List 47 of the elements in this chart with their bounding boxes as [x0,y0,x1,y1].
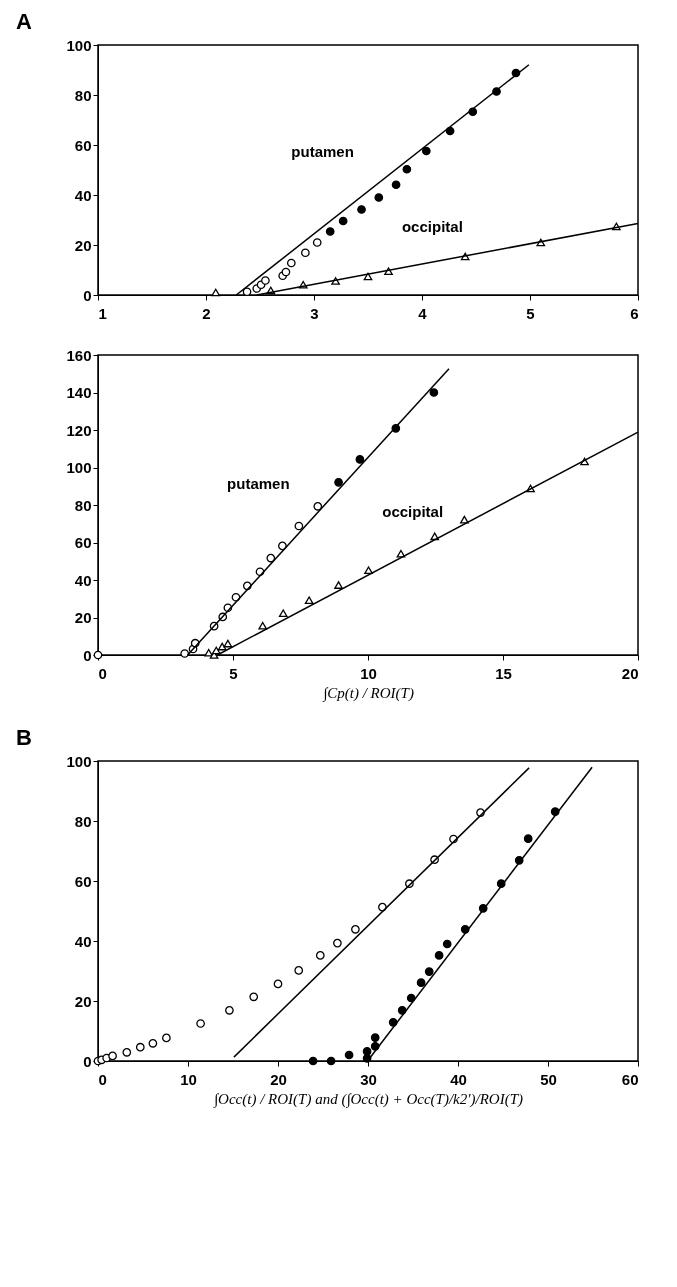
y-tick-label: 140 [66,384,92,401]
x-tick-label: 0 [98,1070,107,1088]
x-tick-label: 30 [360,1070,377,1088]
y-tick-label: 20 [74,236,92,254]
x-tick-label: 5 [229,664,238,682]
y-tick-label: 0 [83,646,92,664]
x-axis-title: ∫Occ(t) / ROI(T) and (∫Occ(t) + Occ(T)/k2′)/ROI(T) [212,1090,524,1108]
x-tick-label: 40 [450,1070,467,1088]
x-tick-label: 15 [495,664,512,682]
x-tick-label: 20 [621,664,639,682]
y-tick-label: 60 [74,872,92,890]
series-label: occipital [401,218,463,236]
y-tick-label: 100 [66,752,92,770]
y-tick-label: 40 [74,186,92,204]
x-tick-label: 10 [180,1070,197,1088]
chart-title: A [15,9,32,34]
y-tick-label: 20 [74,609,92,626]
text: putamen [291,142,354,160]
x-tick-label: 20 [270,1070,287,1088]
x-tick-label: 10 [360,664,377,682]
x-tick-label: 5 [526,304,535,322]
y-tick-label: 80 [74,812,92,830]
series-label: occipital [382,502,444,520]
y-tick-label: 20 [74,992,92,1010]
x-tick-label: 4 [418,304,428,322]
x-axis-title: ∫Cp(t) / ROI(T) [322,684,414,702]
y-tick-label: 60 [74,136,92,154]
x-tick-label: 3 [310,304,319,322]
y-tick-label: 160 [66,346,92,364]
x-tick-label: 2 [202,304,211,322]
y-tick-label: 40 [74,932,92,950]
x-tick-label: 1 [98,304,107,322]
y-tick-label: 0 [83,1052,92,1070]
x-tick-label: 0 [98,664,107,682]
y-tick-label: 120 [66,421,92,439]
y-tick-label: 40 [74,571,92,589]
y-tick-label: 80 [74,496,92,514]
x-tick-label: 60 [621,1070,639,1088]
y-tick-label: 60 [74,534,92,551]
y-tick-label: 80 [74,86,92,104]
text: putamen [227,474,290,492]
x-tick-label: 6 [630,304,639,322]
y-tick-label: 0 [83,286,92,304]
y-tick-label: 100 [66,36,92,54]
chart-title: B [15,725,32,750]
x-tick-label: 50 [540,1070,557,1088]
y-tick-label: 100 [66,459,92,476]
